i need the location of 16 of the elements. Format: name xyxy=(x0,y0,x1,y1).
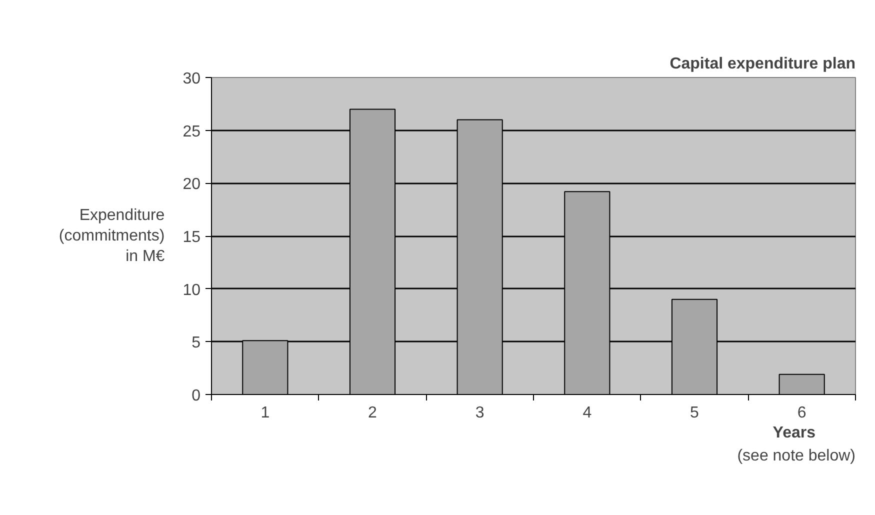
x-tick-label: 4 xyxy=(582,404,592,422)
y-tick-label: 5 xyxy=(192,334,201,352)
x-axis-title: Years (see note below) xyxy=(737,424,856,464)
y-tick-label: 10 xyxy=(182,282,201,299)
y-tick-label: 0 xyxy=(192,388,201,404)
y-tick-label: 20 xyxy=(182,176,201,194)
y-tick-label: 30 xyxy=(182,70,201,88)
y-tick-label: 15 xyxy=(182,229,201,246)
chart-title: Capital expenditure plan xyxy=(670,56,856,72)
x-tick-label: 2 xyxy=(368,404,378,422)
x-tick-label: 1 xyxy=(260,404,270,422)
x-tick-label: 5 xyxy=(690,404,700,422)
x-tick-label: 3 xyxy=(475,404,484,422)
x-tick-label: 6 xyxy=(797,404,806,422)
y-tick-label: 25 xyxy=(182,123,201,140)
y-axis-title: Expenditure (commitments) in M€ xyxy=(58,207,165,265)
